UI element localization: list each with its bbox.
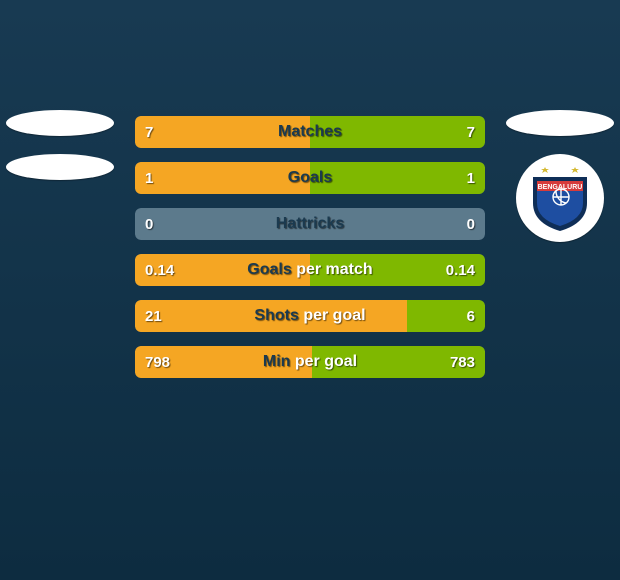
stat-bar-left [135,300,407,332]
stat-row: Matches77 [135,116,485,148]
stat-row: Min per goal798783 [135,346,485,378]
stat-bar-right [310,162,485,194]
bengaluru-crest-icon: BENGALURU [523,161,597,235]
left-team-placeholder-2 [6,154,114,180]
stat-bar-left [135,162,310,194]
stat-row: Goals11 [135,162,485,194]
stat-bar-right [407,300,485,332]
right-team-column: BENGALURU [500,110,620,242]
stat-bar-left [135,346,312,378]
stat-bar-right [310,116,485,148]
stat-row: Goals per match0.140.14 [135,254,485,286]
stat-bar-right [310,254,485,286]
stat-track [135,208,485,240]
left-team-column [0,110,120,180]
stat-bar-left [135,116,310,148]
page-background [0,0,620,580]
stat-row: Shots per goal216 [135,300,485,332]
right-team-crest: BENGALURU [516,154,604,242]
stat-row: Hattricks00 [135,208,485,240]
crest-text: BENGALURU [538,184,583,191]
right-team-placeholder [506,110,614,136]
stat-bar-right [312,346,485,378]
left-team-placeholder-1 [6,110,114,136]
stat-bar-left [135,254,310,286]
